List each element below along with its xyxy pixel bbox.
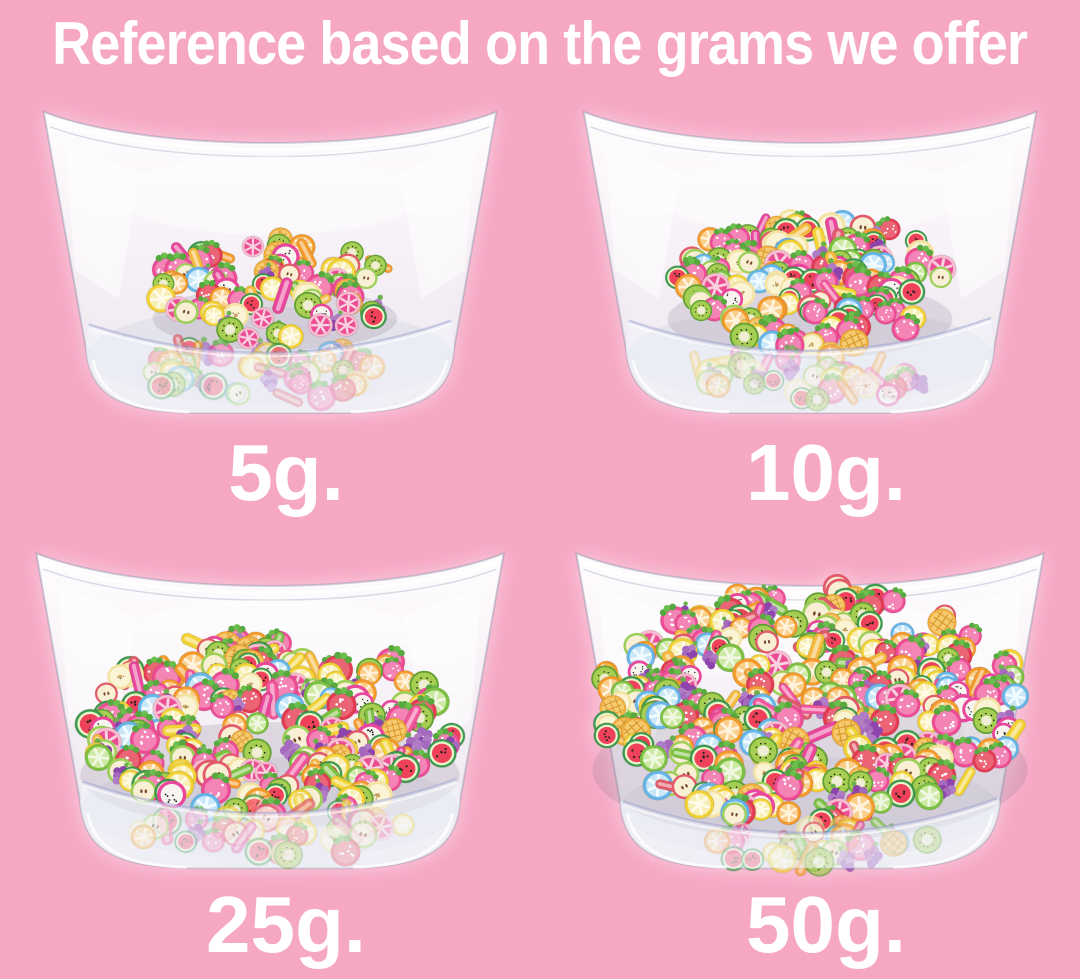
bowl-photo-10g [582,110,1038,414]
grams-label-10g: 10g. [745,428,907,517]
bowl-photo-25g [35,551,505,870]
grams-label-5g: 5g. [228,428,344,517]
bowl-figure-5g: 5g. [0,78,540,518]
bowl-photo-5g [42,110,498,414]
grams-label-25g: 25g. [205,880,367,969]
grams-label-50g: 50g. [745,880,907,969]
bowl-figure-10g: 10g. [540,78,1080,518]
page-title: Reference based on the grams we offer [52,10,1028,77]
bowls-grid: 5g. 10g. 25g. 50g. [0,78,1080,966]
bowl-figure-25g: 25g. [0,518,540,966]
bowl-figure-50g: 50g. [540,518,1080,966]
bowl-photo-50g [575,551,1045,877]
